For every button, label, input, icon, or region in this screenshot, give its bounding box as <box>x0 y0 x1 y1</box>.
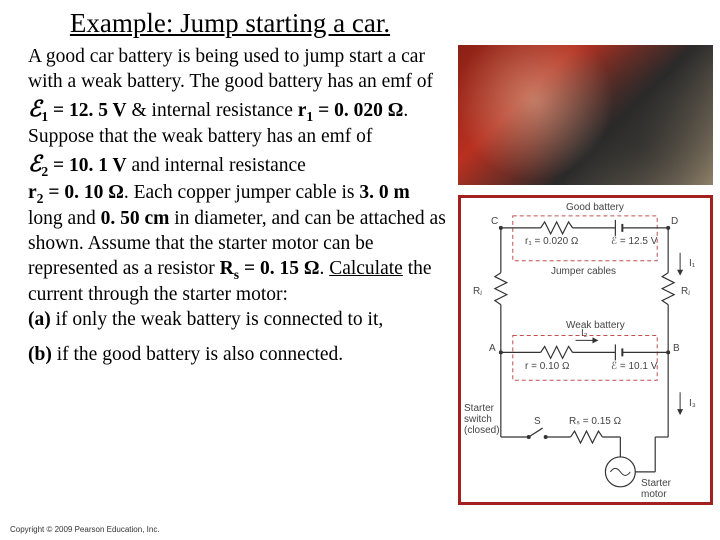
rs-val: = 0. 15 Ω <box>239 258 319 279</box>
circuit-diagram: C D Good battery r₁ = 0.020 Ω ℰ = 12.5 V… <box>458 195 713 505</box>
part-a-label: (a) <box>28 309 51 330</box>
jumper-label: Jumper cables <box>551 266 616 277</box>
part-a-text: if only the weak battery is connected to… <box>51 309 383 330</box>
emf1: ℰ <box>28 96 41 121</box>
node-d: D <box>671 216 678 227</box>
txt: . Each copper jumper cable is <box>124 182 360 203</box>
node-a: A <box>489 343 496 354</box>
i1-label: I₁ <box>689 258 695 269</box>
figure-column: C D Good battery r₁ = 0.020 Ω ℰ = 12.5 V… <box>458 45 713 505</box>
jump-start-photo <box>458 45 713 185</box>
txt: & internal resistance <box>127 100 298 121</box>
rj-right: Rⱼ <box>681 286 690 297</box>
emf1-val: = 12. 5 V <box>48 100 126 121</box>
i2-label: I₂ <box>581 328 588 339</box>
emf2: ℰ <box>28 151 41 176</box>
calculate: Calculate <box>329 258 403 279</box>
emf2-val: = 10. 1 V <box>48 155 126 176</box>
page-title: Example: Jump starting a car. <box>0 0 720 45</box>
part-b-label: (b) <box>28 344 52 365</box>
txt: . <box>319 258 329 279</box>
e2-label: ℰ = 10.1 V <box>611 361 657 372</box>
copyright: Copyright © 2009 Pearson Education, Inc. <box>10 525 160 534</box>
weak-battery-label: Weak battery <box>566 320 625 331</box>
node-s: S <box>534 416 541 427</box>
starter-motor-label: Starter motor <box>641 478 686 500</box>
content-row: A good car battery is being used to jump… <box>0 45 720 505</box>
txt: and internal resistance <box>127 155 306 176</box>
part-b-text: if the good battery is also connected. <box>52 344 343 365</box>
node-b: B <box>673 343 680 354</box>
dia: 0. 50 cm <box>101 208 170 229</box>
txt: A good car battery is being used to jump… <box>28 46 433 92</box>
len: 3. 0 m <box>359 182 409 203</box>
node-c: C <box>491 216 498 227</box>
r1-val: = 0. 020 Ω <box>313 100 403 121</box>
e1-label: ℰ = 12.5 V <box>611 236 657 247</box>
rs-label: Rₛ = 0.15 Ω <box>569 416 621 427</box>
rj-left: Rⱼ <box>473 286 482 297</box>
problem-text: A good car battery is being used to jump… <box>28 45 448 505</box>
r1-label: r₁ = 0.020 Ω <box>525 236 578 247</box>
good-battery-label: Good battery <box>566 202 624 213</box>
r2: r <box>28 182 37 203</box>
starter-switch-label: Starter switch (closed) <box>464 403 502 436</box>
r2-label: r = 0.10 Ω <box>525 361 569 372</box>
i3-label: I₃ <box>689 398 696 409</box>
txt: long and <box>28 208 101 229</box>
r2-val: = 0. 10 Ω <box>43 182 123 203</box>
rs: R <box>220 258 234 279</box>
